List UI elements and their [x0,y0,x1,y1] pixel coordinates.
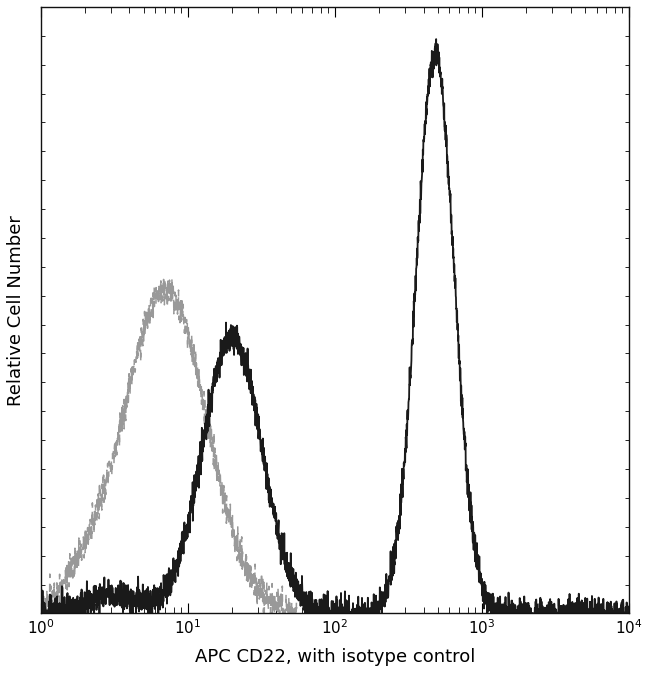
Y-axis label: Relative Cell Number: Relative Cell Number [7,215,25,406]
X-axis label: APC CD22, with isotype control: APC CD22, with isotype control [195,648,475,666]
